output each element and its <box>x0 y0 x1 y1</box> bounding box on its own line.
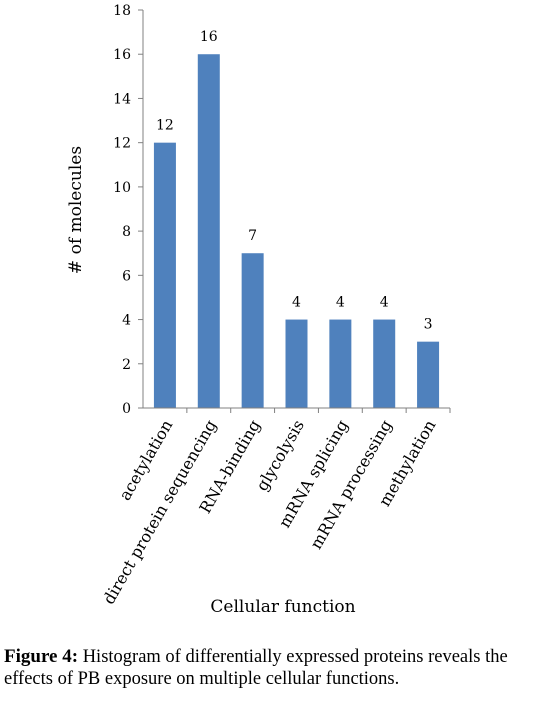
caption-label: Figure 4: <box>4 646 79 667</box>
bar-4 <box>329 319 352 408</box>
y-axis-label: # of molecules <box>66 146 86 274</box>
data-label: 12 <box>156 118 174 134</box>
y-tick-label: 2 <box>122 357 131 373</box>
data-label: 4 <box>380 295 389 311</box>
y-tick-label: 12 <box>113 136 131 152</box>
x-tick-label: mRNA processing <box>306 417 395 553</box>
y-tick-label: 6 <box>122 268 131 284</box>
y-tick-label: 4 <box>122 313 131 329</box>
bar-6 <box>417 341 440 408</box>
bar-1 <box>197 54 220 408</box>
y-tick-label: 16 <box>113 47 131 63</box>
data-label: 3 <box>424 317 433 333</box>
y-tick-label: 8 <box>122 224 131 240</box>
y-tick-label: 10 <box>113 180 131 196</box>
bar-3 <box>285 319 308 408</box>
bar-chart: 0 2 4 6 8 10 12 14 16 18 12 16 7 4 4 4 3 acetylationdir… <box>66 3 451 617</box>
y-axis-ticks: 0 2 4 6 8 10 12 14 16 18 <box>113 3 143 417</box>
y-tick-label: 14 <box>113 91 131 107</box>
caption-text: Histogram of differentially expressed pr… <box>4 647 508 689</box>
data-label: 4 <box>292 295 301 311</box>
y-tick-label: 0 <box>122 401 131 417</box>
x-axis-label: Cellular function <box>210 597 355 617</box>
data-label: 7 <box>248 228 257 244</box>
data-label: 16 <box>200 29 218 45</box>
y-tick-label: 18 <box>113 3 131 19</box>
bar-0 <box>153 142 176 408</box>
bar-5 <box>373 319 396 408</box>
data-label: 4 <box>336 295 345 311</box>
bars: 12 16 7 4 4 4 3 <box>153 29 440 408</box>
bar-2 <box>241 253 264 408</box>
figure-caption: Figure 4: Histogram of differentially ex… <box>4 646 532 690</box>
